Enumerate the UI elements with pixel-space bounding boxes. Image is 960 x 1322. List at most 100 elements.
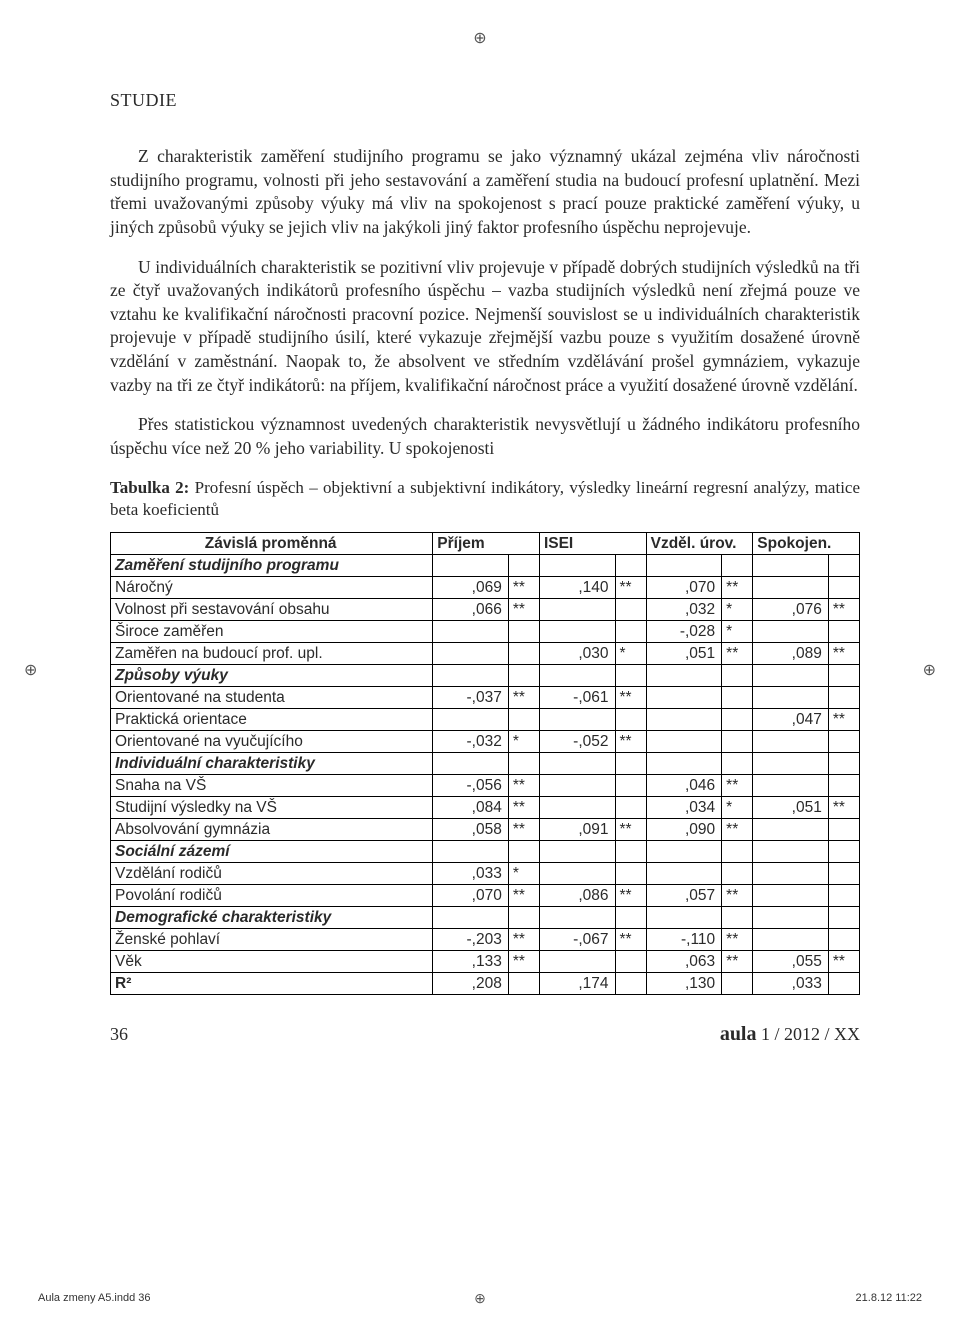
table-row-label: Studijní výsledky na VŠ <box>111 797 433 819</box>
table-cell-sig <box>615 973 646 995</box>
table-cell-sig: ** <box>722 885 753 907</box>
table-cell-empty <box>433 753 509 775</box>
table-cell-sig: * <box>722 797 753 819</box>
table-cell-sig: ** <box>615 731 646 753</box>
table-cell-empty <box>508 841 539 863</box>
table-cell-sig: ** <box>828 951 859 973</box>
table-cell-empty <box>722 665 753 687</box>
table-cell-value <box>433 643 509 665</box>
table-cell-value <box>753 929 829 951</box>
table-cell-value <box>539 709 615 731</box>
table-cell-empty <box>828 841 859 863</box>
table-cell-empty <box>508 907 539 929</box>
table-cell-value: -,056 <box>433 775 509 797</box>
table-cell-value <box>646 687 722 709</box>
table-cell-sig <box>722 731 753 753</box>
table-caption-text: Profesní úspěch – objektivní a subjektiv… <box>110 478 860 520</box>
table-cell-value: ,055 <box>753 951 829 973</box>
running-head: STUDIE <box>110 90 860 111</box>
table-cell-sig: ** <box>722 951 753 973</box>
table-row: Absolvování gymnázia,058**,091**,090** <box>111 819 860 841</box>
regression-table: Závislá proměnná Příjem ISEI Vzděl. úrov… <box>110 532 860 995</box>
table-row-label: Věk <box>111 951 433 973</box>
table-cell-sig <box>828 863 859 885</box>
table-cell-empty <box>828 907 859 929</box>
table-cell-empty <box>508 555 539 577</box>
table-cell-sig <box>508 621 539 643</box>
table-cell-value: -,067 <box>539 929 615 951</box>
table-cell-empty <box>433 555 509 577</box>
table-cell-sig <box>508 709 539 731</box>
table-cell-value: ,063 <box>646 951 722 973</box>
table-cell-sig <box>828 731 859 753</box>
table-cell-sig: ** <box>828 797 859 819</box>
table-cell-value: ,133 <box>433 951 509 973</box>
table-cell-sig <box>615 599 646 621</box>
table-row: Studijní výsledky na VŠ,084**,034*,051** <box>111 797 860 819</box>
table-cell-empty <box>615 841 646 863</box>
table-cell-value: ,070 <box>433 885 509 907</box>
table-cell-sig <box>722 687 753 709</box>
table-cell-value: -,110 <box>646 929 722 951</box>
table-cell-value: ,069 <box>433 577 509 599</box>
table-cell-value <box>753 775 829 797</box>
table-cell-empty <box>508 753 539 775</box>
table-cell-value: ,076 <box>753 599 829 621</box>
table-cell-sig <box>828 885 859 907</box>
table-cell-sig: ** <box>508 599 539 621</box>
body-paragraph: U individuálních charakteristik se pozit… <box>110 256 860 398</box>
body-paragraph: Přes statistickou významnost uvedených c… <box>110 413 860 460</box>
table-cell-value: ,090 <box>646 819 722 841</box>
indd-timestamp: 21.8.12 11:22 <box>856 1292 922 1304</box>
table-cell-value: ,066 <box>433 599 509 621</box>
table-cell-sig: ** <box>508 687 539 709</box>
table-cell-sig <box>615 797 646 819</box>
table-cell-value: ,086 <box>539 885 615 907</box>
table-cell-value <box>753 885 829 907</box>
table-cell-sig <box>828 687 859 709</box>
table-row-label: Orientované na studenta <box>111 687 433 709</box>
table-cell-sig: ** <box>722 819 753 841</box>
table-cell-sig <box>828 577 859 599</box>
table-row: Široce zaměřen-,028* <box>111 621 860 643</box>
registration-mark-bottom: ⊕ <box>474 1291 486 1308</box>
table-cell-value: -,032 <box>433 731 509 753</box>
table-cell-sig <box>615 621 646 643</box>
table-cell-sig: ** <box>615 687 646 709</box>
table-cell-empty <box>615 555 646 577</box>
table-cell-value <box>646 863 722 885</box>
table-cell-sig: ** <box>508 951 539 973</box>
registration-mark-left: ⊕ <box>24 660 37 680</box>
body-paragraph: Z charakteristik zaměření studijního pro… <box>110 145 860 240</box>
table-cell-sig <box>722 973 753 995</box>
table-cell-sig: * <box>722 621 753 643</box>
table-cell-value: ,051 <box>646 643 722 665</box>
table-cell-empty <box>539 907 615 929</box>
header-col: Příjem <box>433 533 540 555</box>
table-cell-value: ,034 <box>646 797 722 819</box>
table-cell-empty <box>828 555 859 577</box>
header-col: Spokojen. <box>753 533 860 555</box>
table-cell-sig: ** <box>722 929 753 951</box>
table-cell-sig <box>828 929 859 951</box>
table-cell-sig: ** <box>722 775 753 797</box>
table-cell-value: -,052 <box>539 731 615 753</box>
table-row-label: Absolvování gymnázia <box>111 819 433 841</box>
table-cell-value <box>539 951 615 973</box>
table-cell-value: ,033 <box>753 973 829 995</box>
table-cell-empty <box>646 555 722 577</box>
table-row-label: Náročný <box>111 577 433 599</box>
table-cell-empty <box>722 907 753 929</box>
table-cell-empty <box>508 665 539 687</box>
table-cell-value <box>433 709 509 731</box>
table-section-title: Způsoby výuky <box>111 665 433 687</box>
table-cell-value: ,032 <box>646 599 722 621</box>
page-number: 36 <box>110 1024 128 1045</box>
table-cell-sig <box>828 621 859 643</box>
table-section-title: Zaměření studijního programu <box>111 555 433 577</box>
table-cell-sig <box>828 775 859 797</box>
table-cell-sig: ** <box>615 885 646 907</box>
table-caption: Tabulka 2: Profesní úspěch – objektivní … <box>110 477 860 523</box>
table-cell-sig: ** <box>508 929 539 951</box>
table-r2-label: R² <box>111 973 433 995</box>
